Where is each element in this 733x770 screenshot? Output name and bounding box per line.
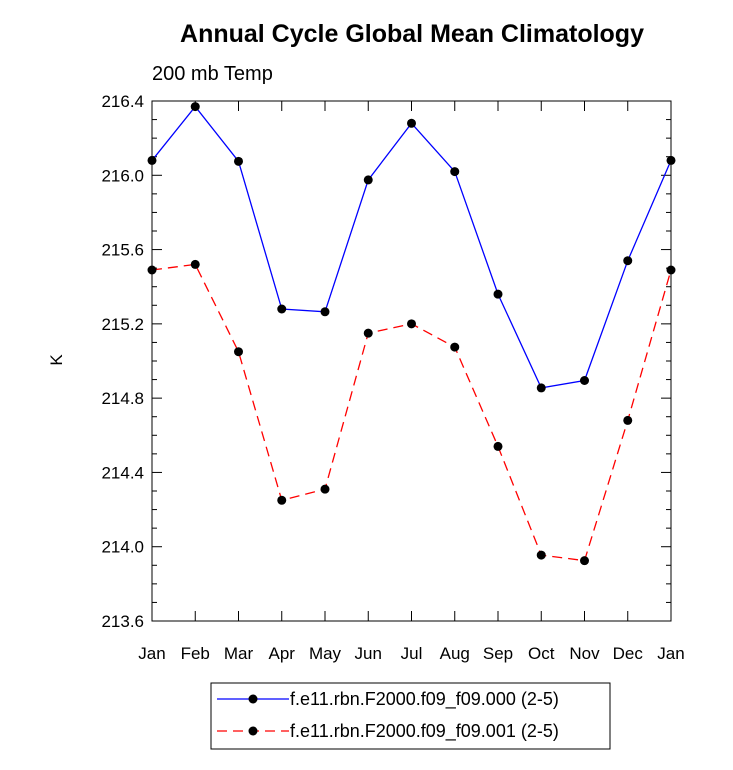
series-1-point <box>234 156 243 166</box>
x-tick-label: Feb <box>181 644 210 663</box>
legend-box <box>210 682 611 750</box>
series-1-point <box>363 175 373 185</box>
x-tick-label: Mar <box>224 644 254 663</box>
series-1-point <box>407 118 416 128</box>
series-2-point <box>407 319 416 329</box>
x-tick-label: Jan <box>657 644 684 663</box>
legend-marker-series-1 <box>248 694 258 704</box>
x-tick-label: Aug <box>440 644 470 663</box>
y-tick-label: 215.6 <box>101 241 144 260</box>
series-2-point <box>147 265 157 275</box>
y-axis-label: K <box>47 354 66 366</box>
legend: f.e11.rbn.F2000.f09_f09.000 (2-5) f.e11.… <box>210 682 611 750</box>
ticks: 213.6 214.0 214.4 214.8 215.2 215.6 216.0 216.4… <box>101 92 684 663</box>
series-1-point <box>450 167 460 177</box>
y-tick-label: 216.4 <box>101 92 144 111</box>
series-1-point <box>147 155 157 165</box>
chart-title: Annual Cycle Global Mean Climatology <box>180 20 644 48</box>
y-tick-label: 213.6 <box>101 612 144 631</box>
series-2-point <box>234 347 243 357</box>
series-layer <box>147 102 676 566</box>
series-1-point <box>623 256 633 266</box>
x-tick-label: Apr <box>269 644 296 663</box>
series-1-point <box>666 155 676 165</box>
series-2-point <box>580 556 589 566</box>
series-1-point <box>493 289 503 299</box>
x-tick-label: Nov <box>569 644 600 663</box>
series-2-point <box>190 259 200 269</box>
y-tick-label: 215.2 <box>101 315 144 334</box>
legend-label-series-1: f.e11.rbn.F2000.f09_f09.000 (2-5) <box>290 689 559 710</box>
x-tick-label: May <box>309 644 342 663</box>
y-tick-label: 214.8 <box>101 389 144 408</box>
x-tick-label: Jul <box>401 644 423 663</box>
series-2-point <box>320 484 330 494</box>
series-1-point <box>320 307 330 317</box>
legend-marker-series-2 <box>248 726 258 736</box>
series-2-point <box>493 441 503 451</box>
series-1-point <box>277 304 287 314</box>
series-2-point <box>363 328 373 338</box>
series-1-point <box>190 102 200 112</box>
x-tick-label: Sep <box>483 644 513 663</box>
x-tick-label: Jun <box>355 644 382 663</box>
x-tick-label: Dec <box>613 644 644 663</box>
series-2-point <box>623 415 633 425</box>
series-2-point <box>666 265 676 275</box>
series-1-point <box>580 376 589 385</box>
chart-subtitle: 200 mb Temp <box>152 63 273 85</box>
axes <box>151 100 672 622</box>
series-1-point <box>536 383 546 393</box>
y-tick-label: 216.0 <box>101 166 144 185</box>
y-tick-label: 214.0 <box>101 538 144 557</box>
legend-label-series-2: f.e11.rbn.F2000.f09_f09.001 (2-5) <box>290 721 559 742</box>
y-tick-label: 214.4 <box>101 463 144 482</box>
series-1-line <box>151 105 672 389</box>
x-tick-label: Jan <box>138 644 165 663</box>
series-2-point <box>536 550 546 560</box>
plot-frame <box>151 100 672 622</box>
series-2-line <box>151 263 672 562</box>
x-tick-label: Oct <box>528 644 555 663</box>
series-2-point <box>450 342 460 352</box>
series-2-point <box>277 495 287 505</box>
